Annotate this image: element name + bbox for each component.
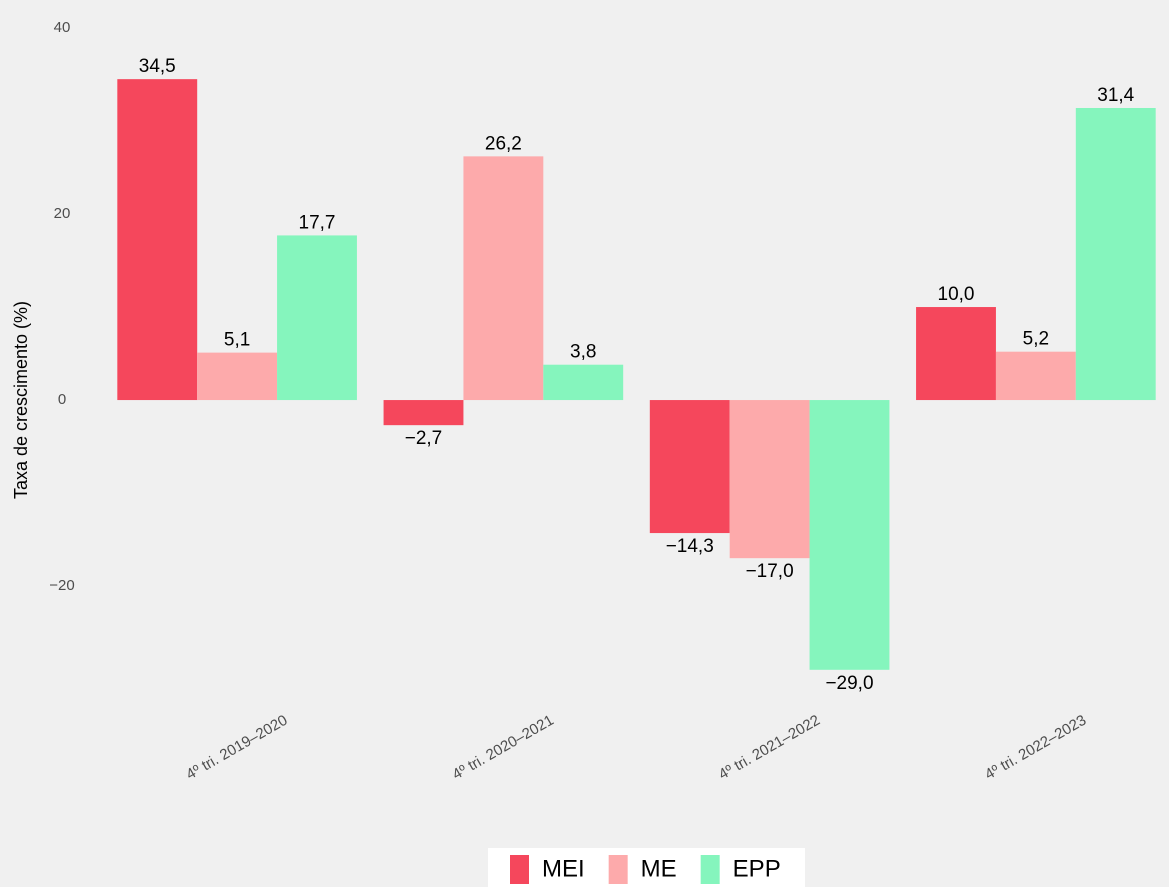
bar xyxy=(463,156,544,401)
value-label: 31,4 xyxy=(1097,85,1134,106)
y-tick-label: 40 xyxy=(54,19,71,36)
value-label: 3,8 xyxy=(570,342,596,363)
bar xyxy=(995,351,1076,401)
y-axis-label: Taxa de crescimento (%) xyxy=(11,301,31,499)
bar xyxy=(117,79,198,401)
y-tick-label: 20 xyxy=(54,205,71,222)
value-label: −29,0 xyxy=(825,673,873,694)
bar xyxy=(1075,107,1156,401)
value-label: 34,5 xyxy=(139,56,176,77)
value-label: −17,0 xyxy=(746,561,794,582)
bar xyxy=(277,235,357,401)
legend-label: MEI xyxy=(542,855,585,882)
y-tick-label: −20 xyxy=(49,577,74,594)
legend-box xyxy=(488,848,805,887)
bar xyxy=(916,307,996,401)
bar xyxy=(649,400,730,534)
value-label: 17,7 xyxy=(299,212,336,233)
bar xyxy=(197,352,278,401)
legend-key xyxy=(700,855,720,884)
bar xyxy=(809,400,890,670)
bar xyxy=(729,400,810,559)
bar xyxy=(543,364,624,401)
value-label: 5,1 xyxy=(224,330,250,351)
value-label: 26,2 xyxy=(485,133,522,154)
legend-key xyxy=(510,855,529,884)
legend-key xyxy=(608,855,628,884)
legend-label: EPP xyxy=(733,855,781,882)
value-label: −2,7 xyxy=(405,428,443,449)
value-label: −14,3 xyxy=(666,536,714,557)
legend-label: ME xyxy=(641,855,677,882)
bar xyxy=(383,400,464,426)
value-label: 5,2 xyxy=(1023,329,1049,350)
y-tick-label: 0 xyxy=(58,391,66,408)
value-label: 10,0 xyxy=(938,284,975,305)
